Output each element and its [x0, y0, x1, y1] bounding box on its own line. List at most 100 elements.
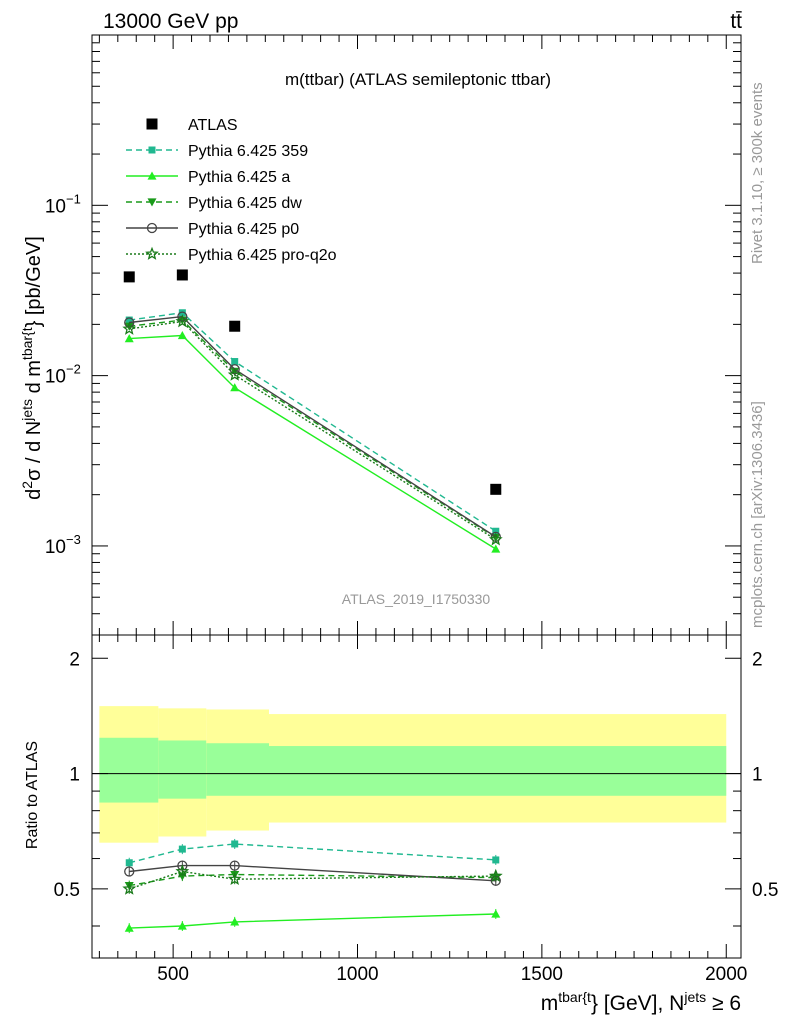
series-line — [129, 311, 497, 532]
chart-title: m(ttbar) (ATLAS semileptonic ttbar) — [285, 70, 551, 89]
main-y-tick-label: 10 — [45, 537, 66, 558]
rivet-label: Rivet 3.1.10, ≥ 300k events — [749, 82, 766, 264]
data-point — [490, 483, 502, 495]
ratio-point — [227, 871, 242, 886]
ylabel-part: } [pb/GeV] — [23, 236, 45, 327]
ratio-point — [492, 856, 500, 864]
ratio-y-tick-label-right: 2 — [752, 649, 763, 670]
ratio-panel: 2 2 1 1 0.5 0.5 500 1000 1500 2000 — [54, 634, 779, 985]
ratio-y-tick-label-right: 0.5 — [752, 880, 778, 901]
ratio-y-tick-label: 0.5 — [54, 880, 80, 901]
series-point — [122, 321, 137, 335]
ylabel-part: d — [23, 489, 45, 500]
ratio-point — [178, 845, 186, 853]
ylabel-part: σ / d N — [23, 421, 45, 481]
xlabel-sup: jets — [683, 989, 706, 1005]
ratio-point — [177, 921, 187, 930]
ratio-series-line — [129, 843, 496, 864]
series-point — [175, 314, 190, 328]
process-label: tt̄ — [730, 10, 742, 33]
x-tick-label: 1500 — [521, 964, 563, 985]
main-y-tick-exp: −1 — [66, 191, 81, 206]
legend-item: Pythia 6.425 359 — [126, 143, 308, 160]
energy-label: 13000 GeV pp — [103, 10, 238, 33]
tick-base: 10 — [45, 367, 66, 388]
ratio-series-layer — [122, 838, 503, 934]
ratio-point — [491, 909, 501, 918]
ratio-y-tick-labels: 2 2 1 1 0.5 0.5 — [54, 649, 779, 901]
x-axis-label: mtbar{t} [GeV], Njets ≥ 6 — [541, 989, 741, 1015]
ratio-bands — [99, 706, 727, 843]
legend-label: Pythia 6.425 359 — [188, 143, 308, 160]
legend: ATLAS Pythia 6.425 359 Pythia 6.425 a Pythi… — [126, 117, 337, 264]
ratio-y-tick-label-right: 1 — [752, 765, 763, 786]
legend-item: Pythia 6.425 p0 — [126, 221, 299, 238]
tick-base: 10 — [45, 537, 66, 558]
main-y-tick-exp: −2 — [66, 362, 81, 377]
ratio-point — [125, 859, 133, 867]
ratio-series-line — [129, 873, 496, 887]
xlabel-sup: tbar{t — [558, 989, 591, 1005]
main-series-layer — [122, 269, 503, 553]
legend-marker — [146, 118, 158, 130]
ylabel-part: d m — [23, 360, 45, 399]
ratio-point — [488, 868, 503, 882]
ylabel-sup: jets — [19, 399, 35, 422]
series-point — [230, 383, 240, 392]
ratio-band-inner — [206, 743, 269, 796]
x-tick-label: 2000 — [705, 964, 747, 985]
mcplots-label: mcplots.cern.ch [arXiv:1306.3436] — [749, 401, 766, 628]
ratio-y-tick-label: 1 — [69, 765, 80, 786]
legend-marker — [147, 171, 157, 180]
legend-label: Pythia 6.425 p0 — [188, 221, 299, 238]
series-line — [129, 315, 497, 538]
series-line — [129, 319, 497, 539]
ratio-y-tick-label: 2 — [69, 649, 80, 670]
series-point — [177, 331, 187, 340]
ratio-series-line — [129, 864, 496, 882]
series-point — [229, 364, 240, 375]
series-point — [124, 334, 134, 343]
main-y-tick-label: 10 — [45, 196, 66, 217]
x-tick-labels: 500 1000 1500 2000 — [157, 964, 747, 985]
ratio-point — [230, 917, 240, 926]
xlabel-part: ≥ 6 — [706, 992, 741, 1015]
ratio-band-inner — [269, 746, 727, 796]
legend-label: ATLAS — [188, 117, 238, 134]
legend-label: Pythia 6.425 a — [188, 169, 290, 186]
main-y-tick-exp: −3 — [66, 532, 81, 547]
x-tick-label: 500 — [157, 964, 189, 985]
legend-item: ATLAS — [146, 117, 238, 134]
data-point — [123, 271, 135, 283]
main-y-tick-label: 10 — [45, 367, 66, 388]
series-point — [124, 317, 135, 328]
ratio-series-line — [129, 913, 496, 929]
ratio-frame — [91, 634, 742, 959]
legend-item: Pythia 6.425 a — [126, 169, 290, 186]
legend-item: Pythia 6.425 pro-q2o — [126, 246, 337, 264]
tick-base: 10 — [45, 196, 66, 217]
xlabel-part: } [GeV], N — [591, 992, 684, 1015]
main-axis-ticks — [92, 34, 741, 636]
legend-marker — [145, 246, 159, 260]
data-point — [229, 320, 241, 332]
series-point — [231, 358, 239, 366]
ratio-point — [124, 923, 134, 932]
series-line — [129, 334, 497, 550]
ratio-point — [175, 864, 190, 878]
legend-label: Pythia 6.425 pro-q2o — [188, 247, 337, 264]
ylabel-sup: tbar{t — [19, 327, 35, 360]
ratio-band-inner — [158, 740, 207, 799]
data-point — [176, 269, 188, 281]
ratio-point — [231, 840, 239, 848]
legend-label: Pythia 6.425 dw — [188, 195, 302, 212]
series-point — [491, 544, 501, 553]
y-axis-label: d2σ / d Njets d mtbar{t} [pb/GeV] — [19, 236, 45, 500]
analysis-watermark: ATLAS_2019_I1750330 — [342, 591, 491, 607]
legend-marker — [146, 222, 158, 234]
series-line — [129, 320, 497, 541]
ratio-band-inner — [99, 737, 159, 803]
legend-marker — [148, 146, 156, 154]
ratio-point — [229, 860, 240, 871]
